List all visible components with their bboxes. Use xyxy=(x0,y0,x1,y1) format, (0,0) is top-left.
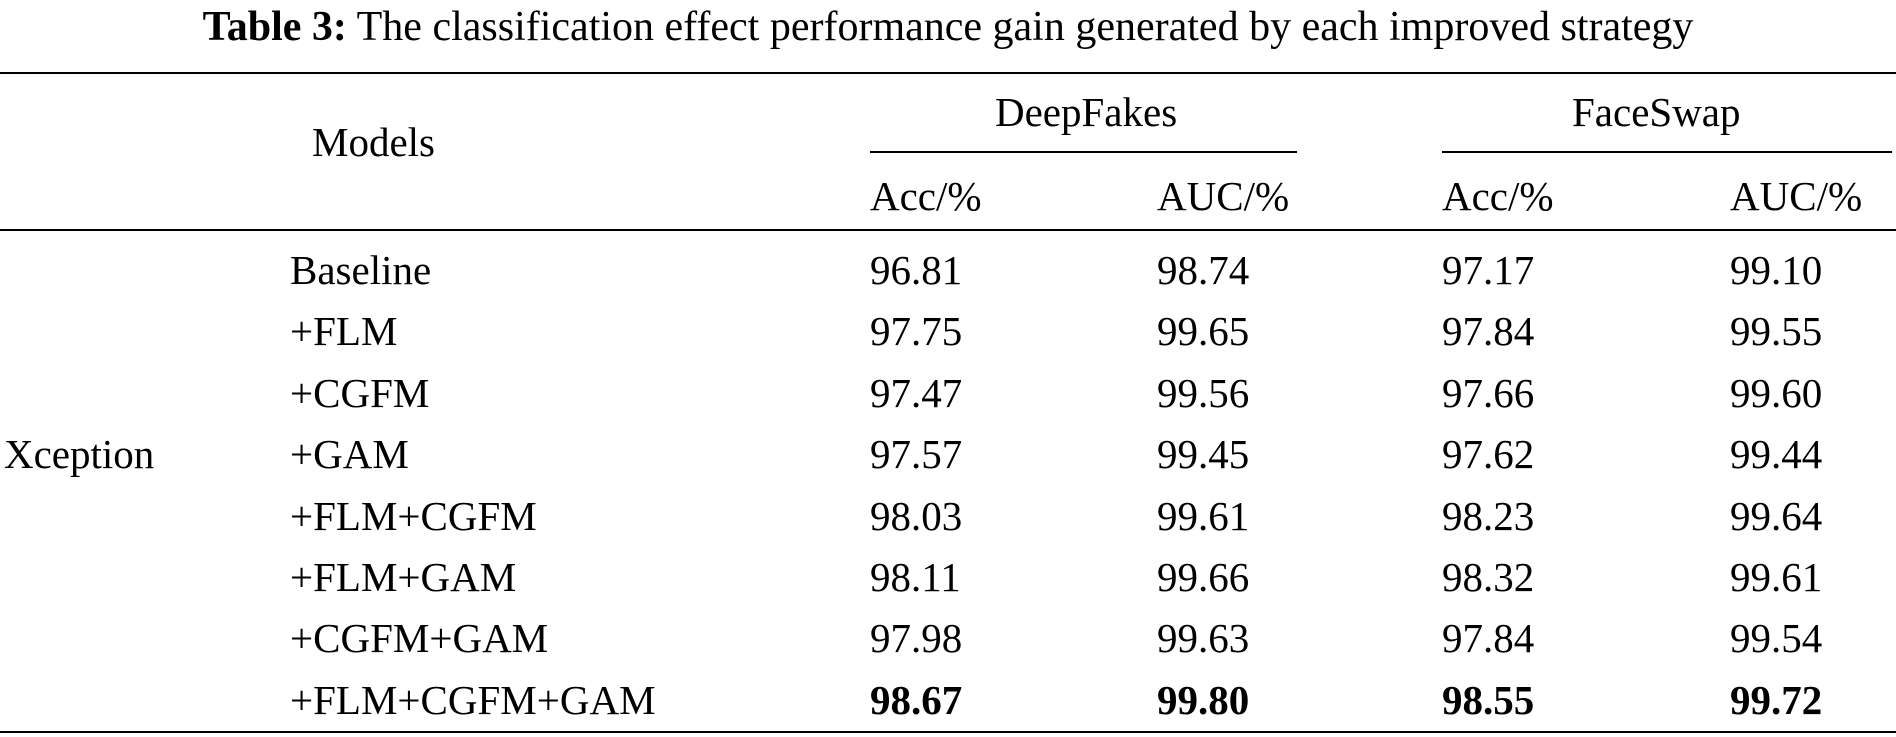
header-models: Models xyxy=(312,119,435,165)
row-value: 99.61 xyxy=(1730,554,1823,600)
subheader-faceswap-auc: AUC/% xyxy=(1730,173,1863,219)
row-value: 98.55 xyxy=(1442,677,1535,723)
faceswap-group-rule xyxy=(1442,151,1892,153)
row-value: 99.44 xyxy=(1730,431,1823,477)
row-value: 98.11 xyxy=(870,554,961,600)
caption-label: Table 3: xyxy=(202,4,347,50)
row-strategy: +FLM+CGFM xyxy=(290,493,537,539)
row-value: 97.84 xyxy=(1442,308,1535,354)
header-rule xyxy=(0,229,1896,231)
row-value: 99.45 xyxy=(1157,431,1250,477)
row-value: 97.47 xyxy=(870,370,963,416)
row-value: 97.62 xyxy=(1442,431,1535,477)
row-value: 99.80 xyxy=(1157,677,1250,723)
row-value: 96.81 xyxy=(870,247,963,293)
subheader-deepfakes-auc: AUC/% xyxy=(1157,173,1290,219)
row-value: 97.75 xyxy=(870,308,963,354)
header-faceswap: FaceSwap xyxy=(1572,89,1741,135)
row-strategy: +FLM+CGFM+GAM xyxy=(290,677,656,723)
top-rule xyxy=(0,72,1896,74)
row-value: 99.65 xyxy=(1157,308,1250,354)
row-value: 98.03 xyxy=(870,493,963,539)
row-value: 97.66 xyxy=(1442,370,1535,416)
row-value: 97.17 xyxy=(1442,247,1535,293)
header-deepfakes: DeepFakes xyxy=(995,89,1178,135)
row-value: 99.61 xyxy=(1157,493,1250,539)
row-strategy: +GAM xyxy=(290,431,409,477)
deepfakes-group-rule xyxy=(870,151,1297,153)
row-value: 99.55 xyxy=(1730,308,1823,354)
row-value: 99.60 xyxy=(1730,370,1823,416)
subheader-faceswap-acc: Acc/% xyxy=(1442,173,1554,219)
row-value: 99.54 xyxy=(1730,615,1823,661)
row-strategy: +CGFM xyxy=(290,370,430,416)
row-strategy: +FLM+GAM xyxy=(290,554,517,600)
row-value: 99.63 xyxy=(1157,615,1250,661)
subheader-deepfakes-acc: Acc/% xyxy=(870,173,982,219)
caption-text: The classification effect performance ga… xyxy=(356,4,1694,50)
row-value: 99.66 xyxy=(1157,554,1250,600)
row-value: 98.74 xyxy=(1157,247,1250,293)
row-value: 99.10 xyxy=(1730,247,1823,293)
bottom-rule xyxy=(0,731,1896,733)
row-strategy: +FLM xyxy=(290,308,398,354)
row-value: 99.64 xyxy=(1730,493,1823,539)
model-name-xception: Xception xyxy=(4,431,155,477)
row-value: 99.56 xyxy=(1157,370,1250,416)
row-strategy: +CGFM+GAM xyxy=(290,615,549,661)
row-value: 97.98 xyxy=(870,615,963,661)
row-value: 97.84 xyxy=(1442,615,1535,661)
table-caption: Table 3: The classification effect perfo… xyxy=(0,2,1896,52)
row-value: 98.32 xyxy=(1442,554,1535,600)
row-value: 98.23 xyxy=(1442,493,1535,539)
row-strategy: Baseline xyxy=(290,247,432,293)
row-value: 99.72 xyxy=(1730,677,1823,723)
row-value: 98.67 xyxy=(870,677,963,723)
row-value: 97.57 xyxy=(870,431,963,477)
